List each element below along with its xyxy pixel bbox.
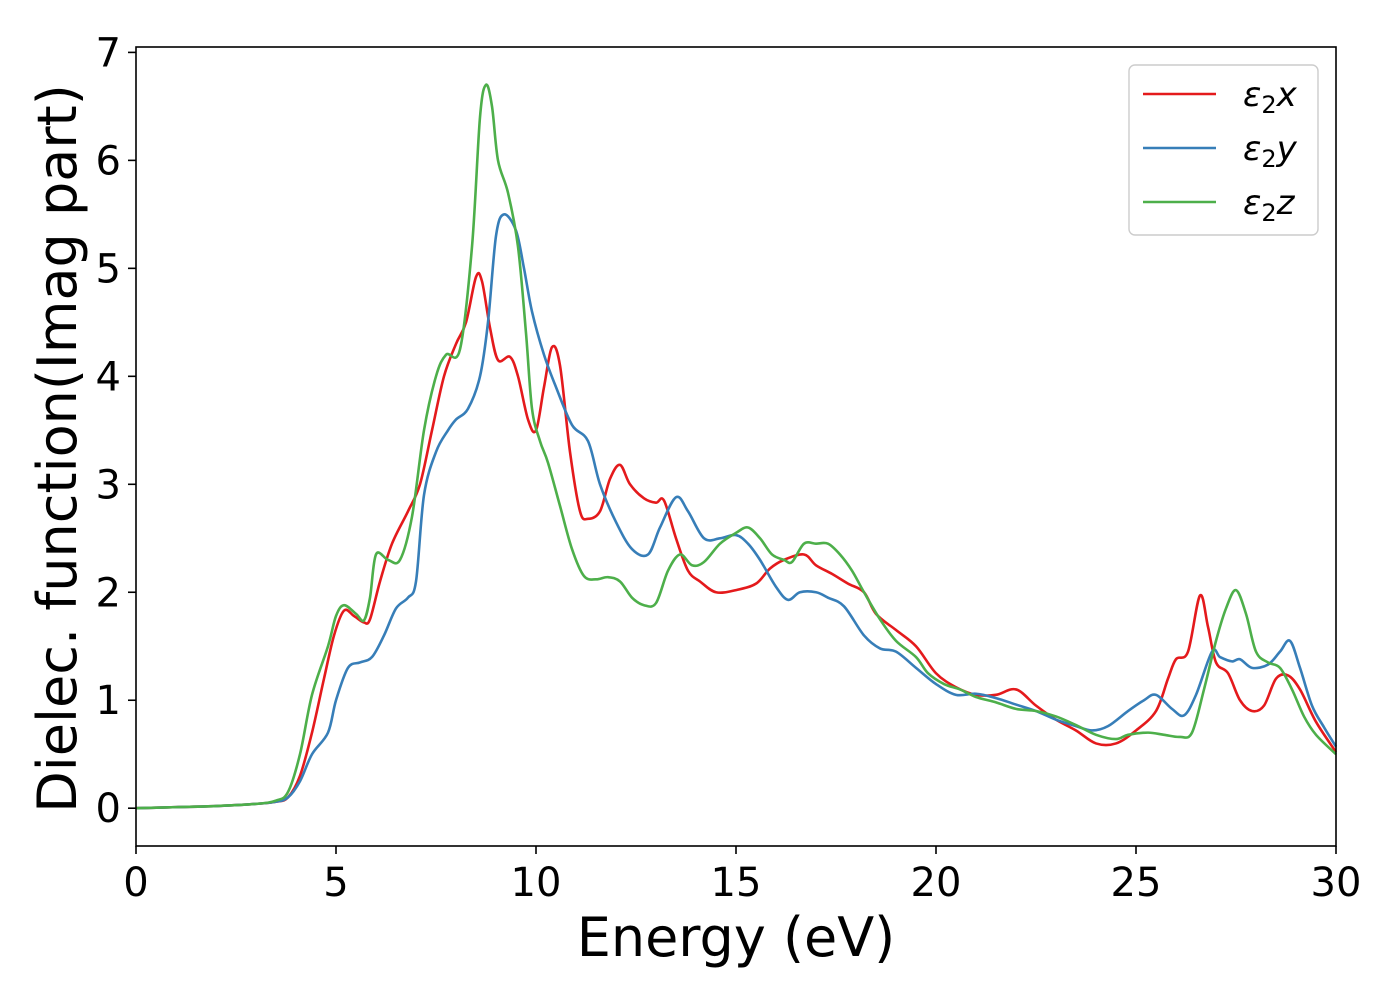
legend-label: ε2x (1243, 75, 1298, 119)
x-axis: 0 5 10 15 20 25 30 (123, 846, 1361, 906)
legend: ε2x ε2y ε2z (1128, 64, 1319, 236)
y-tick-label: 3 (96, 462, 121, 508)
series-line-y (135, 213, 1338, 810)
y-axis: 0 1 2 3 4 5 6 7 (96, 30, 136, 832)
x-tick-label: 5 (323, 860, 348, 906)
x-tick-label: 25 (1111, 860, 1162, 906)
y-tick-label: 0 (96, 786, 121, 832)
y-tick-label: 4 (96, 354, 121, 400)
y-tick-label: 7 (96, 30, 121, 76)
x-tick-label: 30 (1311, 860, 1362, 906)
x-axis-title: Energy (eV) (577, 906, 896, 969)
series-line-z (135, 83, 1337, 810)
y-axis-title: Dielec. function(Imag part) (26, 84, 89, 813)
series-line-x (135, 271, 1338, 810)
y-tick-label: 5 (96, 246, 121, 292)
y-tick-label: 6 (96, 138, 121, 184)
legend-label: ε2y (1243, 129, 1298, 173)
y-tick-label: 2 (96, 570, 121, 616)
x-tick-label: 15 (711, 860, 762, 906)
x-tick-label: 20 (911, 860, 962, 906)
legend-label: ε2z (1243, 183, 1296, 227)
x-tick-label: 0 (123, 860, 148, 906)
legend-box (1128, 64, 1319, 236)
x-tick-label: 10 (511, 860, 562, 906)
y-tick-label: 1 (96, 678, 121, 724)
series-layer (135, 83, 1338, 810)
